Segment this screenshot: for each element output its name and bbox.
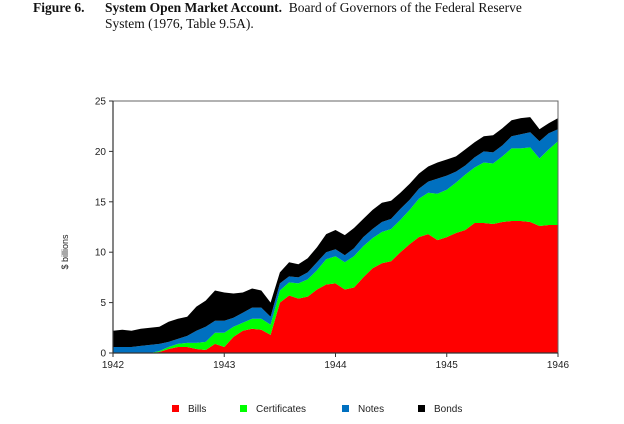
figure-caption-line1: System Open Market Account. Board of Gov… bbox=[105, 0, 522, 16]
legend-swatch-bonds bbox=[418, 405, 425, 412]
legend-swatch-bills bbox=[172, 405, 179, 412]
legend-label-bonds: Bonds bbox=[434, 404, 462, 415]
x-tick-label: 1946 bbox=[547, 360, 570, 371]
y-axis-label: $ billions bbox=[60, 234, 70, 270]
x-tick-label: 1944 bbox=[324, 360, 347, 371]
figure-caption-line2: System (1976, Table 9.5A). bbox=[105, 16, 254, 31]
y-tick-label: 20 bbox=[95, 147, 107, 158]
x-tick-label: 1945 bbox=[436, 360, 459, 371]
x-ticks: 1942 1943 1944 1945 1946 bbox=[102, 353, 570, 371]
legend-swatch-notes bbox=[342, 405, 349, 412]
legend-label-certificates: Certificates bbox=[256, 404, 306, 415]
legend-label-bills: Bills bbox=[188, 404, 206, 415]
caption-title: System Open Market Account. bbox=[105, 0, 282, 15]
y-tick-label: 25 bbox=[95, 97, 107, 108]
figure-label: Figure 6. bbox=[33, 0, 85, 15]
legend-swatch-certificates bbox=[240, 405, 247, 412]
legend-label-notes: Notes bbox=[358, 404, 384, 415]
legend: Bills Certificates Notes Bonds bbox=[172, 404, 462, 415]
y-tick-label: 15 bbox=[95, 197, 107, 208]
area-layers bbox=[113, 117, 558, 353]
y-tick-label: 5 bbox=[100, 298, 106, 309]
area-notes bbox=[113, 129, 558, 353]
x-tick-label: 1943 bbox=[213, 360, 236, 371]
y-ticks: 0 5 10 15 20 25 bbox=[95, 97, 113, 360]
area-certificates bbox=[113, 141, 558, 353]
y-tick-label: 0 bbox=[100, 349, 106, 360]
x-tick-label: 1942 bbox=[102, 360, 125, 371]
area-bills bbox=[113, 221, 558, 353]
y-tick-label: 10 bbox=[95, 248, 107, 259]
caption-source: Board of Governors of the Federal Reserv… bbox=[288, 0, 522, 15]
area-bonds bbox=[113, 117, 558, 347]
